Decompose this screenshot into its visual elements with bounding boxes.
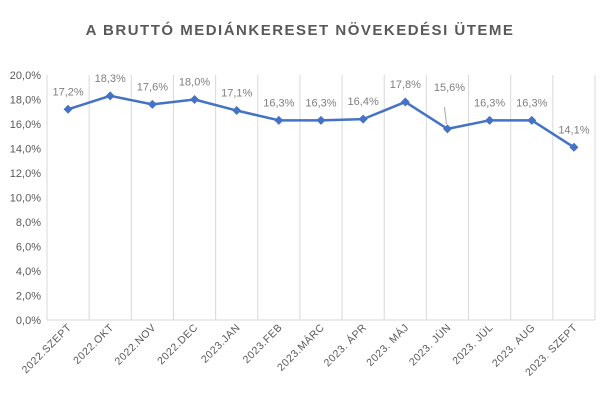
data-label: 17,6% bbox=[137, 81, 168, 93]
x-tick-label: 2022.OKT bbox=[71, 322, 116, 367]
data-point bbox=[274, 115, 284, 125]
data-point bbox=[316, 115, 326, 125]
y-tick-label: 20,0% bbox=[10, 70, 41, 82]
data-label: 17,1% bbox=[221, 88, 252, 100]
data-label: 16,3% bbox=[263, 97, 294, 109]
x-tick-label: 2023. JÚL bbox=[450, 321, 496, 367]
data-label: 16,3% bbox=[474, 97, 505, 109]
y-tick-label: 2,0% bbox=[16, 291, 41, 303]
x-tick-label: 2023.FEB bbox=[241, 322, 285, 366]
x-tick-label: 2022.DEC bbox=[155, 322, 201, 368]
data-point bbox=[190, 95, 200, 104]
data-point bbox=[63, 104, 73, 114]
data-label: 16,3% bbox=[516, 97, 547, 109]
x-tick-label: 2023. MÁJ bbox=[364, 321, 412, 369]
y-tick-label: 14,0% bbox=[10, 144, 41, 156]
x-tick-label: 2022.NOV bbox=[113, 322, 159, 368]
data-point bbox=[400, 97, 410, 107]
x-tick-label: 2023. JÚN bbox=[406, 321, 453, 368]
chart-title: A BRUTTÓ MEDIÁNKERESET NÖVEKEDÉSI ÜTEME bbox=[85, 22, 515, 39]
data-point bbox=[147, 99, 157, 109]
y-tick-label: 18,0% bbox=[10, 95, 41, 107]
data-label: 18,0% bbox=[179, 77, 210, 89]
y-tick-label: 0,0% bbox=[16, 315, 41, 327]
data-label: 17,2% bbox=[52, 86, 83, 98]
x-tick-label: 2022.SZEPT bbox=[20, 322, 75, 377]
data-point bbox=[232, 106, 242, 116]
y-tick-label: 8,0% bbox=[16, 217, 41, 229]
x-tick-label: 2023.JAN bbox=[199, 322, 243, 366]
data-point bbox=[358, 114, 368, 124]
data-point bbox=[569, 142, 579, 152]
data-label: 14,1% bbox=[558, 124, 589, 136]
data-point bbox=[442, 124, 452, 134]
y-tick-label: 12,0% bbox=[10, 168, 41, 180]
y-tick-label: 6,0% bbox=[16, 242, 41, 254]
label-leader-line bbox=[443, 106, 447, 124]
data-point bbox=[527, 115, 537, 125]
y-tick-label: 10,0% bbox=[10, 193, 41, 205]
y-tick-label: 4,0% bbox=[16, 266, 41, 278]
data-label: 17,8% bbox=[390, 79, 421, 91]
data-label: 16,4% bbox=[348, 96, 379, 108]
data-point bbox=[105, 91, 115, 101]
data-label: 15,6% bbox=[434, 82, 465, 94]
x-tick-label: 2023. ÁPR bbox=[321, 321, 369, 369]
data-label: 16,3% bbox=[305, 97, 336, 109]
data-point bbox=[485, 115, 495, 125]
data-label: 18,3% bbox=[95, 73, 126, 85]
y-tick-label: 16,0% bbox=[10, 119, 41, 131]
